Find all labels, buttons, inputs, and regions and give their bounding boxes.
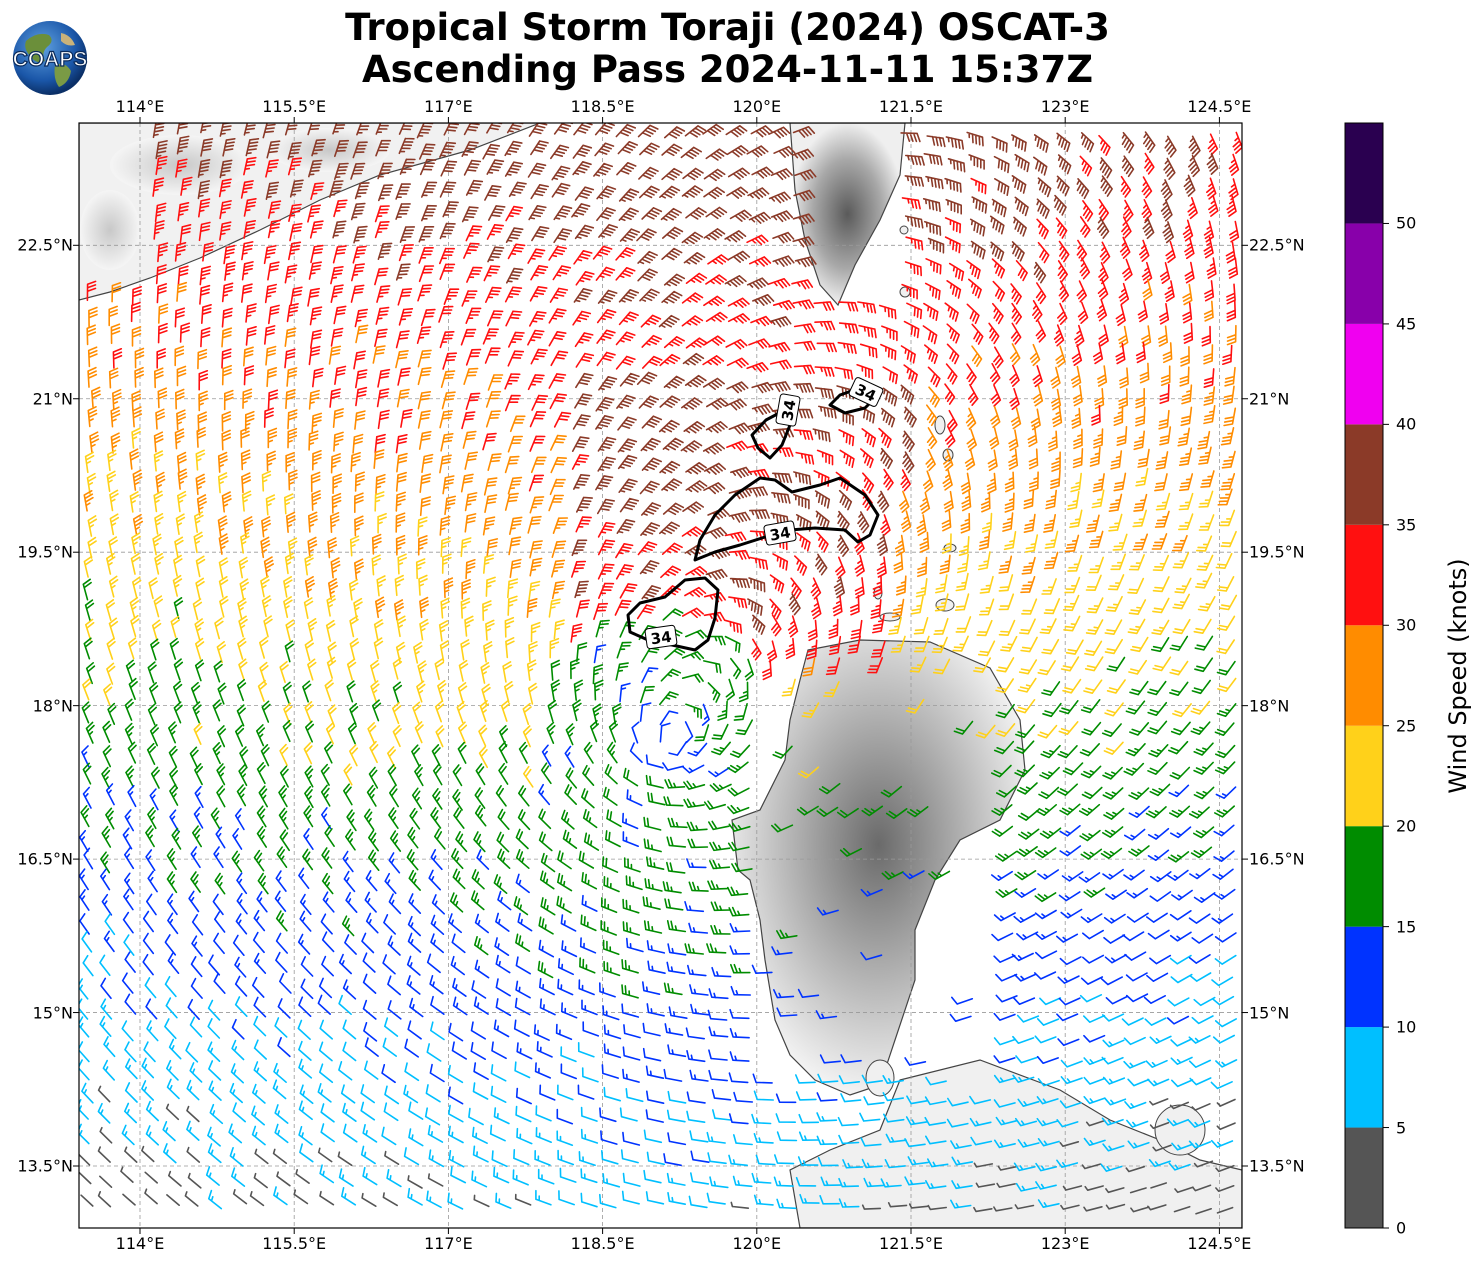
lon-tick-label-bottom: 123°E [1041,1234,1090,1253]
colorbar-segment [1345,726,1383,826]
colorbar-segment [1345,1128,1383,1228]
lon-tick-label-top: 114°E [116,97,165,116]
lon-tick-label-top: 118.5°E [571,97,635,116]
lat-tick-label-right: 18°N [1249,696,1289,715]
lat-tick-label-left: 21°N [33,389,73,408]
colorbar-segment [1345,324,1383,424]
colorbar-tick-label: 50 [1396,214,1416,233]
colorbar [1345,123,1389,1228]
lon-tick-label-bottom: 120°E [732,1234,781,1253]
lon-tick-label-bottom: 121.5°E [879,1234,943,1253]
colorbar-label: Wind Speed (knots) [1444,558,1472,793]
colorbar-tick-label: 5 [1396,1118,1406,1137]
colorbar-tick-label: 35 [1396,515,1416,534]
colorbar-segment [1345,424,1383,524]
colorbar-tick-label: 25 [1396,716,1416,735]
lon-tick-label-bottom: 115.5°E [262,1234,326,1253]
colorbar-segment [1345,625,1383,725]
colorbar-segment [1345,826,1383,926]
lat-tick-label-right: 15°N [1249,1003,1289,1022]
lat-tick-label-left: 22.5°N [17,236,73,255]
colorbar-tick-label: 15 [1396,917,1416,936]
lon-tick-label-top: 124.5°E [1187,97,1251,116]
colorbar-segment [1345,223,1383,323]
lat-tick-label-right: 13.5°N [1249,1157,1305,1176]
lon-tick-label-bottom: 117°E [424,1234,473,1253]
colorbar-tick-label: 30 [1396,616,1416,635]
lon-tick-label-top: 120°E [732,97,781,116]
contour-label-text: 34 [768,523,792,544]
lon-tick-label-bottom: 114°E [116,1234,165,1253]
lat-tick-label-left: 18°N [33,696,73,715]
lat-tick-label-right: 22.5°N [1249,236,1305,255]
colorbar-tick-label: 10 [1396,1018,1416,1037]
lon-tick-label-bottom: 118.5°E [571,1234,635,1253]
lat-tick-label-left: 15°N [33,1003,73,1022]
lat-tick-label-right: 16.5°N [1249,850,1305,869]
colorbar-tick-label: 20 [1396,817,1416,836]
lat-tick-label-left: 16.5°N [17,850,73,869]
lon-tick-label-top: 121.5°E [879,97,943,116]
colorbar-segment [1345,123,1383,223]
lon-tick-label-top: 123°E [1041,97,1090,116]
colorbar-tick-label: 40 [1396,415,1416,434]
lat-tick-label-left: 13.5°N [17,1157,73,1176]
colorbar-segment [1345,1027,1383,1127]
contour-label-text: 34 [778,398,799,422]
contour-label: 34 [645,625,677,649]
lat-tick-label-right: 21°N [1249,389,1289,408]
lon-tick-label-bottom: 124.5°E [1187,1234,1251,1253]
lat-tick-label-left: 19.5°N [17,543,73,562]
colorbar-tick-label: 45 [1396,314,1416,333]
contour-label-text: 34 [650,628,673,649]
colorbar-tick-label: 0 [1396,1219,1406,1238]
lat-tick-label-right: 19.5°N [1249,543,1305,562]
colorbar-segment [1345,927,1383,1027]
lon-tick-label-top: 115.5°E [262,97,326,116]
lon-tick-label-top: 117°E [424,97,473,116]
colorbar-segment [1345,525,1383,625]
